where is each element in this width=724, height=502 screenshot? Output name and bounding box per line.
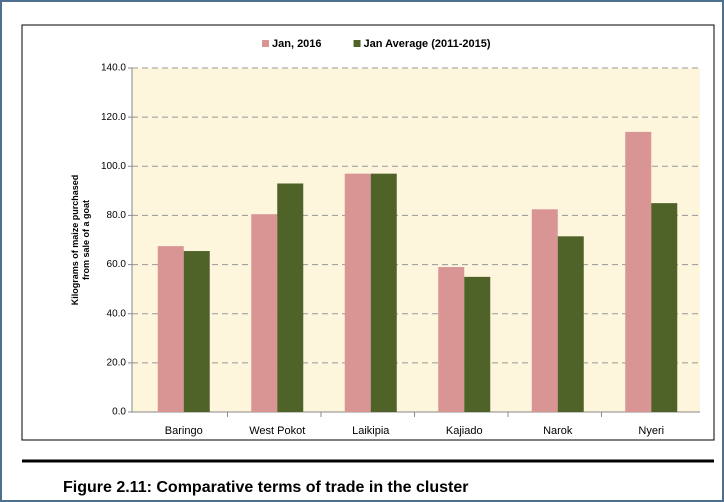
y-tick-label: 40.0	[107, 308, 127, 319]
bar	[531, 209, 558, 412]
y-tick-label: 100.0	[101, 161, 126, 172]
y-tick-label: 120.0	[101, 112, 126, 123]
bar	[557, 236, 584, 412]
y-tick-label: 0.0	[112, 407, 126, 418]
bar	[157, 246, 184, 412]
y-tick-label: 20.0	[107, 357, 127, 368]
bar	[344, 173, 371, 412]
bar	[438, 267, 465, 412]
bar	[251, 214, 278, 412]
legend-swatch	[353, 40, 361, 47]
x-tick-label: Baringo	[165, 425, 203, 437]
y-axis-label-line: from sale of a goat	[81, 200, 91, 280]
bar	[370, 173, 397, 412]
y-tick-label: 140.0	[101, 63, 126, 74]
plot-area	[132, 68, 700, 412]
caption: Figure 2.11: Comparative terms of trade …	[63, 479, 468, 496]
bar	[651, 203, 678, 412]
y-axis-label-line: Kilograms of maize purchased	[70, 175, 80, 306]
x-tick-label: Narok	[543, 425, 573, 437]
y-tick-label: 80.0	[107, 210, 127, 221]
bar	[277, 183, 304, 412]
y-tick-label: 60.0	[107, 259, 127, 270]
x-tick-label: Nyeri	[638, 425, 664, 437]
bar	[183, 251, 210, 412]
x-tick-label: Kajiado	[446, 425, 483, 437]
bar	[464, 276, 491, 412]
legend-label: Jan, 2016	[272, 38, 322, 50]
legend-swatch	[262, 40, 269, 47]
legend-label: Jan Average (2011-2015)	[364, 38, 491, 50]
x-tick-label: Laikipia	[352, 425, 390, 437]
y-axis-label: Kilograms of maize purchasedfrom sale of…	[70, 175, 91, 306]
x-tick-label: West Pokot	[249, 425, 305, 437]
bar	[625, 131, 652, 412]
